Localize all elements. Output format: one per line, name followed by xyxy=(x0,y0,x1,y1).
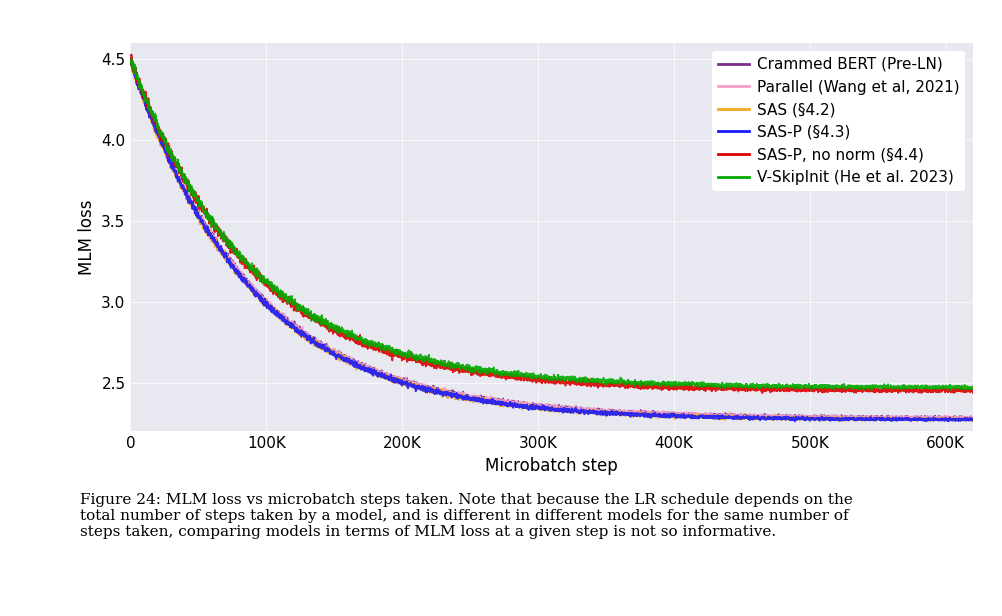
Text: Figure 24: MLM loss vs microbatch steps taken. Note that because the LR schedule: Figure 24: MLM loss vs microbatch steps … xyxy=(80,493,853,539)
Legend: Crammed BERT (Pre-LN), Parallel (Wang et al, 2021), SAS (§4.2), SAS-P (§4.3), SA: Crammed BERT (Pre-LN), Parallel (Wang et… xyxy=(711,51,964,191)
X-axis label: Microbatch step: Microbatch step xyxy=(485,456,617,474)
Y-axis label: MLM loss: MLM loss xyxy=(77,200,95,275)
